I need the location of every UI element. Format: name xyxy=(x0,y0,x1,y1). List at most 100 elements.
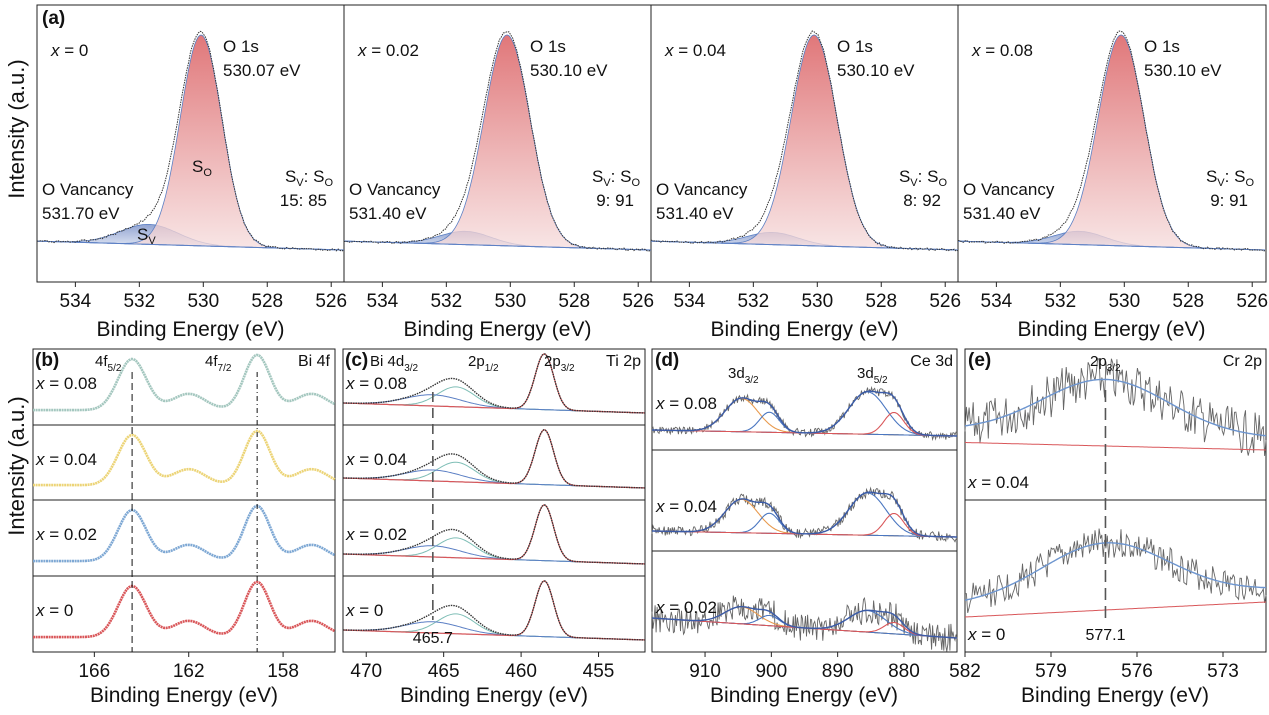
cr2p-fit-1 xyxy=(964,542,1266,601)
composition-label: x = 0.08 xyxy=(655,394,717,413)
ti2p-component-2p12-3 xyxy=(343,613,646,641)
ce3d-fit-1 xyxy=(652,491,957,538)
ti2p-raw-0 xyxy=(342,353,646,414)
main-peak-label: O 1s xyxy=(223,37,259,56)
ratio-value: 15: 85 xyxy=(280,191,327,210)
x-tick-label: 530 xyxy=(494,291,526,312)
panel-e-element: Cr 2p xyxy=(1223,353,1262,370)
x-tick-label: 526 xyxy=(315,291,347,312)
composition-label: x = 0.04 xyxy=(35,450,97,469)
bi4f-spectrum-0 xyxy=(33,353,336,412)
panel-e: 582 579 576 573 (e) Cr 2p 2p3/2 Binding Ene… xyxy=(949,348,1267,707)
x-tick-label: 528 xyxy=(251,291,283,312)
x-tick-label: 579 xyxy=(1035,661,1067,682)
vacancy-energy: 531.70 eV xyxy=(42,204,120,223)
panel-d-peak-3d32: 3d3/2 xyxy=(728,365,759,386)
composition-label: x = 0 xyxy=(35,601,73,620)
x-tick-label: 528 xyxy=(1172,291,1204,312)
composition-label: x = 0.08 xyxy=(345,374,407,393)
raw-data-2 xyxy=(650,30,959,252)
panel-d-letter: (d) xyxy=(655,350,679,371)
main-peak-energy: 530.10 eV xyxy=(1144,61,1222,80)
ce3d-raw-2 xyxy=(651,595,958,652)
bi4f-spectrum-1 xyxy=(33,429,336,487)
x-tick-label: 530 xyxy=(1108,291,1140,312)
x-tick-label: 166 xyxy=(78,661,110,682)
panel-c-peak-2p12: 2p1/2 xyxy=(468,353,499,374)
x-tick-label: 526 xyxy=(1236,291,1268,312)
x-axis-label: Binding Energy (eV) xyxy=(711,318,899,341)
ce3d-fit-0 xyxy=(652,390,957,437)
x-tick-label: 158 xyxy=(267,661,299,682)
x-axis-label: Binding Energy (eV) xyxy=(404,318,592,341)
main-peak-energy: 530.10 eV xyxy=(530,61,608,80)
vacancy-energy: 531.40 eV xyxy=(963,204,1041,223)
x-tick-label: 530 xyxy=(801,291,833,312)
panel-c: 470 465 460 455 (c) Ti 2p Bi 4d3/2 2p1/2 2p… xyxy=(342,348,646,707)
vacancy-energy: 531.40 eV xyxy=(656,204,734,223)
panel-b-xlabel: Binding Energy (eV) xyxy=(90,684,278,707)
bi4f-spectrum-3 xyxy=(33,580,336,639)
raw-data-1 xyxy=(343,31,652,252)
panel-a-letter: (a) xyxy=(42,8,65,29)
panel-b: 166 162 158 (b) Bi 4f 4f5/2 4f7/2 Binding … xyxy=(32,348,336,707)
y-axis-label-bottom: Intensity (a.u.) xyxy=(4,396,29,535)
x-tick-label: 528 xyxy=(558,291,590,312)
composition-label: x = 0.02 xyxy=(345,525,407,544)
cr2p-fit-0 xyxy=(964,378,1267,437)
bi4f-spectrum-2 xyxy=(33,504,336,563)
panel-b-peak-4f72: 4f7/2 xyxy=(205,353,232,374)
x-tick-label: 532 xyxy=(1044,291,1076,312)
x-tick-label: 534 xyxy=(674,291,706,312)
panel-d-frame xyxy=(651,348,958,653)
panel-c-letter: (c) xyxy=(345,350,368,371)
ti2p-raw-1 xyxy=(342,429,646,489)
composition-label: x = 0.02 xyxy=(655,598,717,617)
x-tick-label: 532 xyxy=(123,291,155,312)
composition-label: x = 0.04 xyxy=(345,450,407,469)
ratio-value: 8: 92 xyxy=(903,191,941,210)
x-tick-label: 526 xyxy=(622,291,654,312)
vacancy-label: O Vancancy xyxy=(349,180,441,199)
panel-d: 910 900 890 880 (d) Ce 3d 3d3/2 3d5/2 Bindi… xyxy=(651,348,958,707)
x-tick-label: 890 xyxy=(822,661,854,682)
x-tick-label: 528 xyxy=(865,291,897,312)
vacancy-label: O Vancancy xyxy=(42,180,134,199)
baseline-3 xyxy=(957,240,1266,251)
ti2p-raw-2 xyxy=(342,504,646,565)
ratio-label: SV: SO xyxy=(899,167,947,189)
bi4d-guide-value: 465.7 xyxy=(413,630,453,647)
x-tick-label: 534 xyxy=(981,291,1013,312)
composition-label: x = 0.02 xyxy=(357,41,419,60)
cr2p-raw-0 xyxy=(964,357,1267,456)
baseline-0 xyxy=(36,240,345,251)
composition-label: x = 0.08 xyxy=(35,374,97,393)
x-tick-label: 534 xyxy=(367,291,399,312)
x-tick-label: 470 xyxy=(350,661,382,682)
x-tick-label: 910 xyxy=(689,661,721,682)
ratio-label: SV: SO xyxy=(1206,167,1254,189)
panel-b-letter: (b) xyxy=(35,350,59,371)
composition-label: x = 0 xyxy=(50,41,88,60)
ce3d-fit-2 xyxy=(651,606,958,639)
raw-data-0 xyxy=(36,30,345,252)
x-tick-label: 534 xyxy=(60,291,92,312)
cr-guide-value: 577.1 xyxy=(1085,627,1125,644)
x-tick-label: 530 xyxy=(187,291,219,312)
main-peak-label: O 1s xyxy=(1144,37,1180,56)
x-tick-label: 532 xyxy=(737,291,769,312)
composition-label: x = 0.08 xyxy=(971,41,1033,60)
x-tick-label: 582 xyxy=(949,661,981,682)
main-peak-energy: 530.10 eV xyxy=(837,61,915,80)
x-axis-label: Binding Energy (eV) xyxy=(1018,318,1206,341)
x-tick-label: 576 xyxy=(1121,661,1153,682)
cr2p-raw-1 xyxy=(964,528,1267,614)
panel-d-xlabel: Binding Energy (eV) xyxy=(710,684,898,707)
panel-c-peak-bi4d: Bi 4d3/2 xyxy=(370,353,419,374)
ti2p-raw-3 xyxy=(342,580,646,641)
x-tick-label: 526 xyxy=(929,291,961,312)
panel-c-peak-2p32: 2p3/2 xyxy=(544,353,575,374)
main-peak-label: O 1s xyxy=(837,37,873,56)
composition-label: x = 0.04 xyxy=(664,41,726,60)
